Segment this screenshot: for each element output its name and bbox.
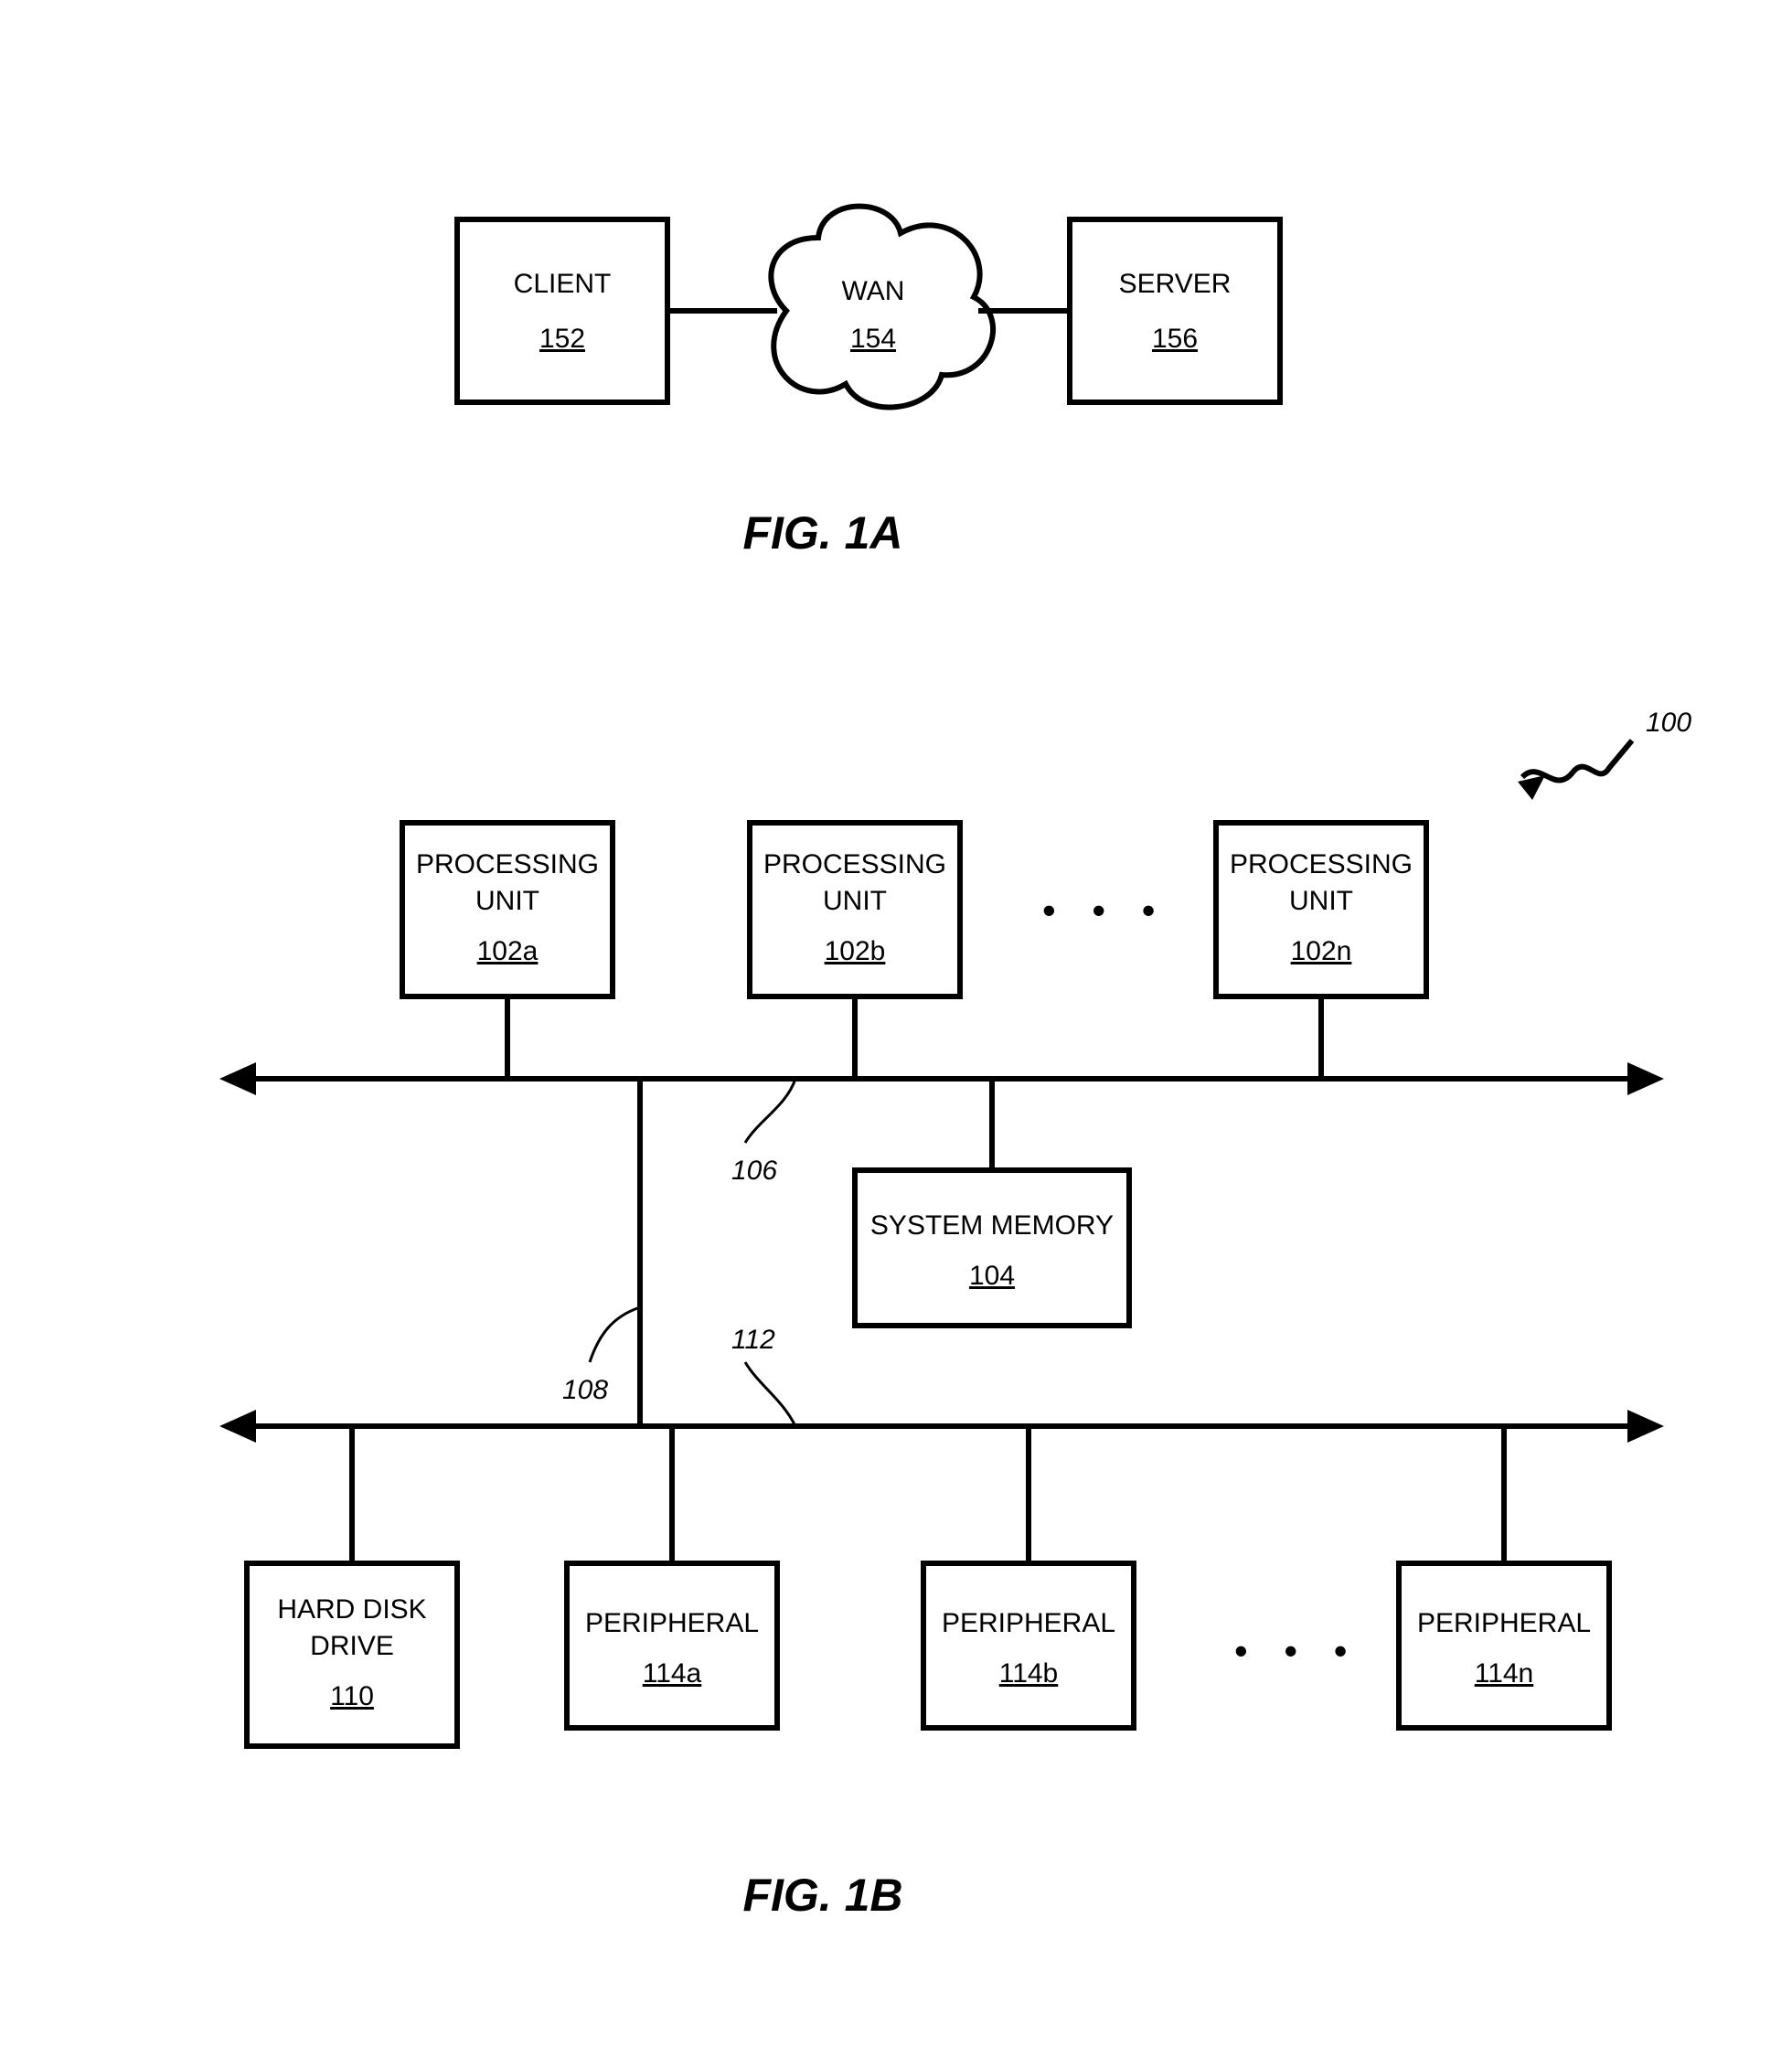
peripheral-0-rect [567, 1563, 777, 1728]
bus-bridge-ref-label: 108 [562, 1375, 608, 1405]
peripheral-0: PERIPHERAL 114a [567, 1426, 777, 1728]
pu-2-label1: PROCESSING [1230, 849, 1413, 879]
client-label: CLIENT [514, 269, 612, 299]
system-ref-arrowhead [1518, 775, 1545, 800]
hdd-ref: 110 [330, 1681, 374, 1711]
memory-rect [855, 1170, 1129, 1326]
peripheral-1-rect [923, 1563, 1134, 1728]
peripheral-ellipsis: • • • [1234, 1629, 1360, 1672]
server-label: SERVER [1119, 269, 1232, 299]
peripheral-2-label: PERIPHERAL [1417, 1608, 1591, 1638]
server-rect [1070, 219, 1280, 402]
wan-ref: 154 [850, 324, 896, 354]
peripheral-0-label: PERIPHERAL [585, 1608, 759, 1638]
memory-ref: 104 [969, 1261, 1015, 1291]
wan-cloud-shape [771, 207, 993, 408]
server-ref: 156 [1152, 324, 1198, 354]
peripheral-1-label: PERIPHERAL [942, 1608, 1115, 1638]
bus-bottom-ref-label: 112 [731, 1325, 775, 1355]
system-memory: SYSTEM MEMORY 104 [855, 1079, 1129, 1326]
pu-0-label1: PROCESSING [416, 849, 599, 879]
pu-0-ref: 102a [477, 936, 539, 966]
bus-top-ref-label: 106 [731, 1156, 777, 1186]
bus-bottom [219, 1410, 1664, 1443]
pu-1-label1: PROCESSING [763, 849, 946, 879]
hdd-label1: HARD DISK [277, 1594, 426, 1625]
server-box: SERVER 156 [1070, 219, 1280, 402]
peripheral-1: PERIPHERAL 114b [923, 1426, 1134, 1728]
peripheral-2: PERIPHERAL 114n [1399, 1426, 1609, 1728]
hard-disk-drive: HARD DISK DRIVE 110 [247, 1426, 457, 1746]
pu-1-label2: UNIT [823, 886, 887, 916]
system-ref-100: 100 [1518, 708, 1691, 800]
client-ref: 152 [539, 324, 585, 354]
bus-bottom-arrow-left [219, 1410, 256, 1443]
hdd-label2: DRIVE [310, 1631, 394, 1661]
client-box: CLIENT 152 [457, 219, 667, 402]
bus-top-arrow-left [219, 1062, 256, 1095]
system-ref-label: 100 [1646, 708, 1691, 738]
pu-2-label2: UNIT [1289, 886, 1353, 916]
bus-top [219, 1062, 1664, 1095]
wan-label: WAN [842, 276, 905, 306]
bus-top-ref: 106 [731, 1079, 795, 1186]
wan-cloud: WAN 154 [771, 207, 993, 408]
peripheral-0-ref: 114a [643, 1658, 702, 1689]
pu-0-label2: UNIT [475, 886, 539, 916]
peripheral-2-rect [1399, 1563, 1609, 1728]
peripheral-2-ref: 114n [1475, 1658, 1534, 1689]
peripheral-1-ref: 114b [999, 1658, 1059, 1689]
pu-2-ref: 102n [1291, 936, 1352, 966]
fig-1b-caption: FIG. 1B [742, 1870, 902, 1921]
bus-bottom-ref: 112 [731, 1325, 795, 1426]
processing-unit-2: PROCESSING UNIT 102n [1216, 823, 1426, 1079]
bus-bottom-arrow-right [1627, 1410, 1664, 1443]
pu-ellipsis: • • • [1042, 889, 1168, 932]
processing-unit-0: PROCESSING UNIT 102a [402, 823, 613, 1079]
bus-top-arrow-right [1627, 1062, 1664, 1095]
fig-1a-caption: FIG. 1A [742, 507, 902, 559]
memory-label: SYSTEM MEMORY [870, 1210, 1114, 1241]
bus-bridge-ref: 108 [562, 1307, 640, 1405]
client-rect [457, 219, 667, 402]
processing-unit-1: PROCESSING UNIT 102b [750, 823, 960, 1079]
pu-1-ref: 102b [825, 936, 886, 966]
